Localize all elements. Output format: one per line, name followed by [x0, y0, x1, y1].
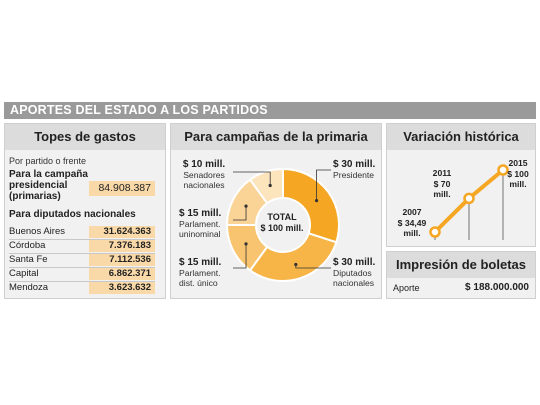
table-row: Capital 6.862.371 — [9, 268, 169, 281]
row-name: Buenos Aires — [9, 226, 65, 237]
primaria-header: Para campañas de la primaria — [171, 124, 381, 150]
presidente-line-1: Presidente — [333, 170, 375, 180]
leader-line — [233, 171, 271, 186]
senadores-amount: $ 10 mill. — [182, 159, 226, 170]
donut-slice — [248, 232, 338, 282]
label-dist-unico: $ 15 mill. Parlament. dist. único — [179, 257, 222, 289]
row-divider — [9, 239, 155, 240]
campaign-label-2: presidencial — [9, 180, 68, 191]
diputados-line-2: nacionales — [333, 278, 375, 288]
diputados-amount: $ 30 mill. — [333, 257, 376, 268]
line-chart — [429, 164, 509, 240]
label-senadores: $ 10 mill. Senadores nacionales — [177, 159, 231, 191]
topes-subtitle: Por partido o frente — [9, 156, 87, 166]
banner-title: APORTES DEL ESTADO A LOS PARTIDOS — [10, 103, 268, 117]
row-value: 3.623.632 — [89, 282, 155, 294]
table-row: Buenos Aires 31.624.363 — [9, 226, 169, 239]
row-value: 7.376.183 — [89, 240, 155, 252]
label-diputados: $ 30 mill. Diputados nacionales — [333, 257, 376, 289]
dist-unico-line-1: Parlament. — [179, 268, 221, 278]
row-name: Capital — [9, 268, 39, 279]
aporte-label: Aporte — [393, 283, 420, 293]
campaign-label-1: Para la campaña — [9, 169, 88, 180]
table-row: Santa Fe 7.112.536 — [9, 254, 169, 267]
aporte-value: $ 188.000.000 — [465, 282, 529, 293]
uninominal-line-2: uninominal — [179, 229, 221, 239]
data-point — [463, 192, 475, 205]
campaign-value: 84.908.387 — [89, 181, 155, 196]
table-row: Córdoba 7.376.183 — [9, 240, 169, 253]
donut-center-total: TOTAL — [267, 212, 297, 222]
row-name: Santa Fe — [9, 254, 48, 265]
row-value: 31.624.363 — [89, 226, 155, 238]
point-label-2011: 2011 $ 70 mill. — [432, 168, 452, 199]
row-name: Mendoza — [9, 282, 49, 293]
title-banner: APORTES DEL ESTADO A LOS PARTIDOS — [4, 102, 536, 119]
point-label-2015: 2015 $ 100 mill. — [507, 158, 529, 189]
label-uninominal: $ 15 mill. Parlament. uninominal — [179, 208, 222, 240]
data-point — [497, 164, 509, 176]
row-divider — [9, 253, 155, 254]
row-divider — [9, 281, 155, 282]
point-label-2007: 2007 $ 34,49 mill. — [397, 207, 427, 238]
senadores-line-1: Senadores — [183, 170, 225, 180]
data-point — [429, 226, 441, 238]
campaign-value-text: 84.908.387 — [98, 182, 151, 194]
presidente-amount: $ 30 mill. — [333, 159, 376, 170]
variacion-header: Variación histórica — [387, 124, 535, 150]
donut-center-amount: $ 100 mill. — [260, 223, 304, 233]
leader-line — [316, 169, 331, 201]
leader-line — [233, 206, 247, 221]
row-name: Córdoba — [9, 240, 46, 251]
impresion-panel: Impresión de boletas Aporte $ 188.000.00… — [386, 251, 536, 299]
donut-chart — [225, 167, 340, 282]
uninominal-line-1: Parlament. — [179, 219, 221, 229]
leader-line — [233, 243, 247, 269]
donut-slice — [282, 167, 340, 244]
table-row: Mendoza 3.623.632 — [9, 282, 169, 295]
impresion-header: Impresión de boletas — [387, 252, 535, 278]
senadores-line-2: nacionales — [183, 180, 225, 190]
topes-header: Topes de gastos — [5, 124, 165, 150]
diputados-line-1: Diputados — [333, 268, 372, 278]
label-presidente: $ 30 mill. Presidente — [333, 159, 376, 181]
deputies-title: Para diputados nacionales — [9, 209, 136, 220]
leader-line — [295, 264, 331, 269]
donut-center: TOTAL $ 100 mill. — [253, 212, 311, 234]
campaign-label-3: (primarias) — [9, 191, 61, 202]
slice-dot — [294, 262, 298, 267]
variacion-panel: Variación histórica 2007 $ 34,49 mill. 201… — [386, 123, 536, 247]
uninominal-amount: $ 15 mill. — [179, 208, 222, 219]
donut-slice — [248, 167, 284, 205]
primaria-panel: Para campañas de la primaria TOTAL $ 100… — [170, 123, 382, 299]
row-value: 6.862.371 — [89, 268, 155, 280]
row-value: 7.112.536 — [89, 254, 155, 266]
dist-unico-amount: $ 15 mill. — [179, 257, 222, 268]
row-divider — [9, 267, 155, 268]
slice-dot — [268, 183, 272, 188]
topes-panel: Topes de gastos Por partido o frente Par… — [4, 123, 166, 299]
dist-unico-line-2: dist. único — [179, 278, 218, 288]
